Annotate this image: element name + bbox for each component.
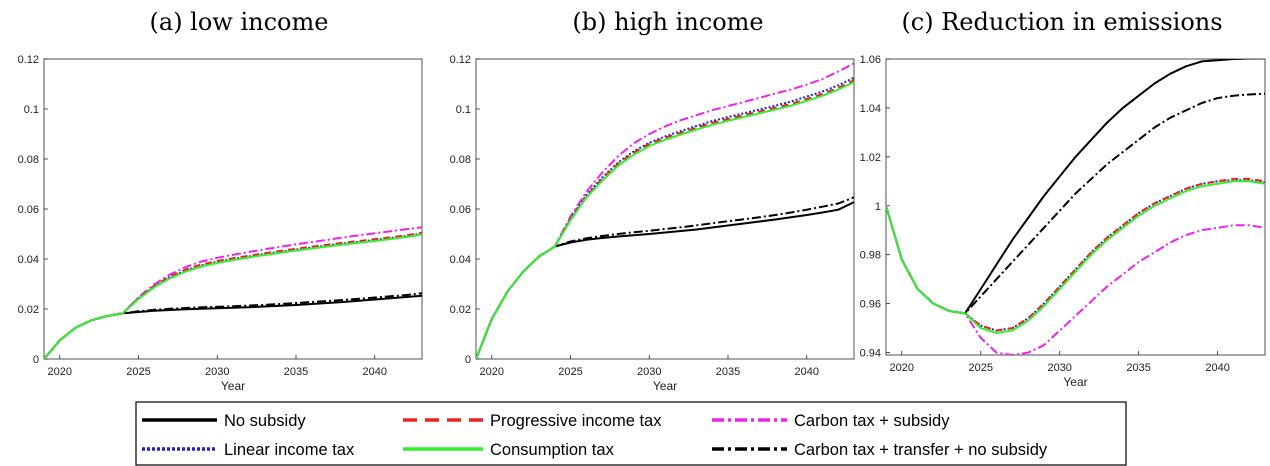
x-tick-label: 2025	[558, 366, 582, 378]
x-tick-label: 2035	[716, 366, 740, 378]
y-tick-label: 0.96	[860, 299, 881, 311]
series-line-carbon-transfer	[476, 196, 854, 359]
chart-panel-1: (a) low income 0 0.02 0.04 0.06 0.08 0.1 0.12 20…	[18, 8, 423, 393]
chart-panel-3: (c) Reduction in emissions 0.94 0.96 0.98 1 1…	[860, 8, 1266, 389]
series-line-progressive	[476, 79, 854, 359]
plot-frame	[43, 58, 423, 360]
y-tick-label: 0	[33, 354, 39, 366]
x-axis-label: Year	[1063, 375, 1087, 389]
series-line-consumption	[44, 233, 422, 359]
series-line-linear	[476, 76, 854, 359]
legend-label-carbon-subsidy: Carbon tax + subsidy	[794, 412, 950, 430]
y-tick-label: 1.02	[860, 152, 881, 164]
y-tick-label: 1	[875, 201, 881, 213]
chart-panel-2: (b) high income 0 0.02 0.04 0.06 0.08 0.1 0.12 2…	[450, 8, 855, 393]
series-line-carbon-transfer	[886, 92, 1265, 315]
y-tick-label: 0.12	[450, 54, 471, 66]
panel-title: (b) high income	[572, 8, 763, 36]
y-tick-label: 1.04	[860, 103, 881, 115]
chart-panels: (a) low income 0 0.02 0.04 0.06 0.08 0.1 0.12 20…	[18, 8, 1266, 393]
y-tick-label: 0.1	[456, 104, 471, 116]
legend-label-no-subsidy: No subsidy	[224, 412, 306, 430]
y-tick-label: 0.04	[450, 254, 471, 266]
x-tick-label: 2020	[48, 366, 72, 378]
y-tick-label: 0.06	[18, 204, 39, 216]
series-line-carbon-subsidy	[886, 205, 1265, 355]
y-tick-label: 0.08	[450, 154, 471, 166]
x-tick-label: 2030	[205, 366, 229, 378]
series-line-carbon-transfer	[44, 292, 422, 359]
series-lines	[44, 226, 422, 359]
series-line-no-subsidy	[476, 201, 854, 359]
x-axis-label: Year	[221, 379, 245, 393]
series-line-linear	[44, 232, 422, 359]
panel-title: (c) Reduction in emissions	[901, 8, 1222, 36]
series-line-progressive	[44, 231, 422, 359]
y-tick-label: 0.02	[450, 304, 471, 316]
panel-title: (a) low income	[150, 8, 329, 36]
series-line-progressive	[886, 177, 1265, 332]
x-tick-label: 2040	[1205, 362, 1229, 374]
legend-label-consumption: Consumption tax	[490, 441, 615, 459]
series-line-consumption	[886, 180, 1265, 334]
series-line-consumption	[476, 81, 854, 359]
y-tick-label: 0	[465, 354, 471, 366]
legend-label-carbon-transfer: Carbon tax + transfer + no subsidy	[794, 441, 1048, 459]
series-line-no-subsidy	[44, 294, 422, 359]
y-tick-label: 1.06	[860, 54, 881, 66]
legend-label-progressive: Progressive income tax	[490, 412, 662, 430]
x-tick-label: 2040	[363, 366, 387, 378]
series-line-carbon-subsidy	[476, 62, 854, 359]
series-lines	[476, 62, 854, 359]
y-tick-label: 0.06	[450, 204, 471, 216]
y-tick-label: 0.08	[18, 154, 39, 166]
y-tick-label: 0.02	[18, 304, 39, 316]
x-tick-label: 2035	[284, 366, 308, 378]
legend-label-linear: Linear income tax	[224, 441, 355, 459]
y-tick-label: 0.1	[24, 104, 39, 116]
series-line-carbon-subsidy	[44, 226, 422, 359]
legend: No subsidy Progressive income tax Carbon…	[135, 401, 1127, 466]
x-tick-label: 2020	[480, 366, 504, 378]
y-tick-label: 0.12	[18, 54, 39, 66]
plot-frame	[885, 58, 1266, 356]
y-tick-label: 0.04	[18, 254, 39, 266]
x-tick-label: 2035	[1126, 362, 1150, 374]
y-tick-label: 0.98	[860, 250, 881, 262]
x-tick-label: 2040	[795, 366, 819, 378]
y-tick-label: 0.94	[860, 348, 881, 360]
x-tick-label: 2030	[1047, 362, 1071, 374]
series-lines	[886, 59, 1265, 355]
legend-box	[135, 401, 1127, 466]
x-tick-label: 2020	[890, 362, 914, 374]
x-tick-label: 2025	[126, 366, 150, 378]
x-tick-label: 2025	[969, 362, 993, 374]
x-axis-label: Year	[653, 379, 677, 393]
x-tick-label: 2030	[637, 366, 661, 378]
